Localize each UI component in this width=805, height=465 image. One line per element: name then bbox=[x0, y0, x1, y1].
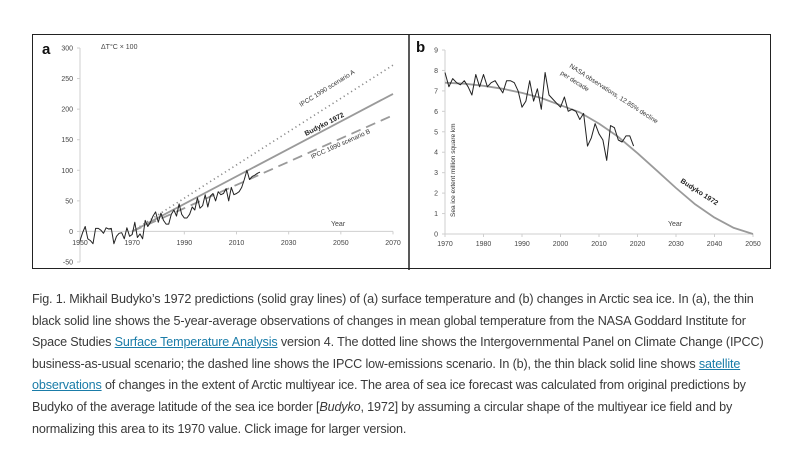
panel-b-x-tick-label: 2030 bbox=[668, 241, 684, 248]
panel-b-x-tick-label: 2020 bbox=[630, 241, 646, 248]
panel-b-ylabel: Sea ice extent million square km bbox=[450, 123, 457, 217]
panel-a-x-tick-label: 2030 bbox=[281, 240, 297, 247]
panel-b-x-tick-label: 1990 bbox=[514, 241, 530, 248]
panel-a-series-budyko-1972-line bbox=[131, 93, 394, 233]
panel-a-year-label: Year bbox=[331, 221, 346, 228]
panel-a-x-tick-label: 1950 bbox=[72, 240, 88, 247]
panel-b-axes: 0 1 2 3 4 5 6 7 8 9 1970 1980 1990 2000 2010 2020 2030 20… bbox=[434, 48, 761, 249]
panel-b-y-tick-label: 0 bbox=[434, 232, 438, 239]
panel-a-axes: -50 0 50 100 150 200 250 300 1950 1970 1990 2010 203… bbox=[61, 46, 401, 267]
panel-b-chart: b Sea ice extent million square km 0 1 2 3 4… bbox=[416, 39, 761, 248]
panel-a-y-tick-label: 150 bbox=[61, 137, 73, 144]
panel-b-y-tick-label: 4 bbox=[434, 150, 438, 157]
panel-b-x-tick-label: 2010 bbox=[591, 241, 607, 248]
panel-b-series-budyko-1972-line bbox=[444, 81, 754, 235]
caption-citation: Budyko bbox=[319, 399, 361, 414]
figure-image[interactable]: a ΔT°C × 100 -50 0 50 100 150 200 250 300 1950 19… bbox=[32, 34, 771, 270]
panel-a-y-tick-label: 250 bbox=[61, 76, 73, 83]
panel-b-y-tick-label: 5 bbox=[434, 129, 438, 136]
panel-b-y-tick-label: 3 bbox=[434, 170, 438, 177]
panel-b-y-tick-label: 8 bbox=[434, 68, 438, 75]
panel-a-y-tick-label: 200 bbox=[61, 107, 73, 114]
panel-a-series-observations-5-year-average-line bbox=[79, 169, 261, 245]
panel-a-x-tick-label: 2070 bbox=[385, 240, 401, 247]
panel-b-series bbox=[444, 72, 754, 235]
panel-a-y-tick-label: 50 bbox=[65, 198, 73, 205]
caption-text-3: of changes in the extent of Arctic multi… bbox=[32, 378, 746, 414]
panel-b-year-label: Year bbox=[668, 221, 683, 228]
caption-text-1: Fig. 1. Mikhail Budyko’s 1972 prediction… bbox=[32, 292, 754, 350]
panel-b-series-nasa-observations-line bbox=[444, 72, 635, 161]
panel-b-letter: b bbox=[416, 39, 425, 56]
caption-text-4: , 1972] by assuming a circular shape of … bbox=[32, 399, 733, 436]
panel-b-y-tick-label: 9 bbox=[434, 48, 438, 55]
panel-b-x-tick-label: 2040 bbox=[707, 241, 723, 248]
panel-a-x-tick-label: 1970 bbox=[124, 240, 140, 247]
panel-b-x-tick-label: 1980 bbox=[476, 241, 492, 248]
panel-a-chart: a ΔT°C × 100 -50 0 50 100 150 200 250 300 1950 19… bbox=[42, 41, 401, 267]
caption-text-2: version 4. The dotted line shows the Int… bbox=[32, 335, 764, 371]
label-budyko-1972-a: Budyko 1972 bbox=[304, 112, 346, 138]
satellite-observations-link[interactable]: satellite observations bbox=[32, 356, 741, 393]
panel-b-y-tick-label: 7 bbox=[434, 88, 438, 95]
surface-temperature-analysis-link[interactable]: Surface Temperature Analysis bbox=[114, 335, 278, 350]
panel-a-x-tick-label: 1990 bbox=[177, 240, 193, 247]
panel-a-series bbox=[79, 64, 394, 245]
panel-a-x-tick-label: 2050 bbox=[333, 240, 349, 247]
panel-a-ylabel: ΔT°C × 100 bbox=[101, 43, 138, 51]
panel-a-y-tick-label: 100 bbox=[61, 168, 73, 175]
panel-b-x-tick-label: 1970 bbox=[437, 241, 453, 248]
panel-b-y-tick-label: 2 bbox=[434, 191, 438, 198]
panel-a-y-tick-label: -50 bbox=[63, 260, 73, 267]
label-budyko-1972-b: Budyko 1972 bbox=[679, 178, 719, 207]
panel-b-y-tick-label: 6 bbox=[434, 109, 438, 116]
panel-a-series-ipcc-1990-scenario-a-line bbox=[131, 64, 394, 233]
label-ipcc-scenario-a: IPCC 1990 scenario A bbox=[298, 69, 357, 109]
panel-a-letter: a bbox=[42, 41, 51, 58]
panel-a-x-tick-label: 2010 bbox=[229, 240, 245, 247]
panel-b-x-tick-label: 2000 bbox=[553, 241, 569, 248]
panel-a-y-tick-label: 300 bbox=[61, 46, 73, 53]
figure-caption: Fig. 1. Mikhail Budyko’s 1972 prediction… bbox=[32, 289, 777, 440]
panel-b-y-tick-label: 1 bbox=[434, 211, 438, 218]
panel-a-y-tick-label: 0 bbox=[69, 229, 73, 236]
panel-b-x-tick-label: 2050 bbox=[745, 241, 761, 248]
